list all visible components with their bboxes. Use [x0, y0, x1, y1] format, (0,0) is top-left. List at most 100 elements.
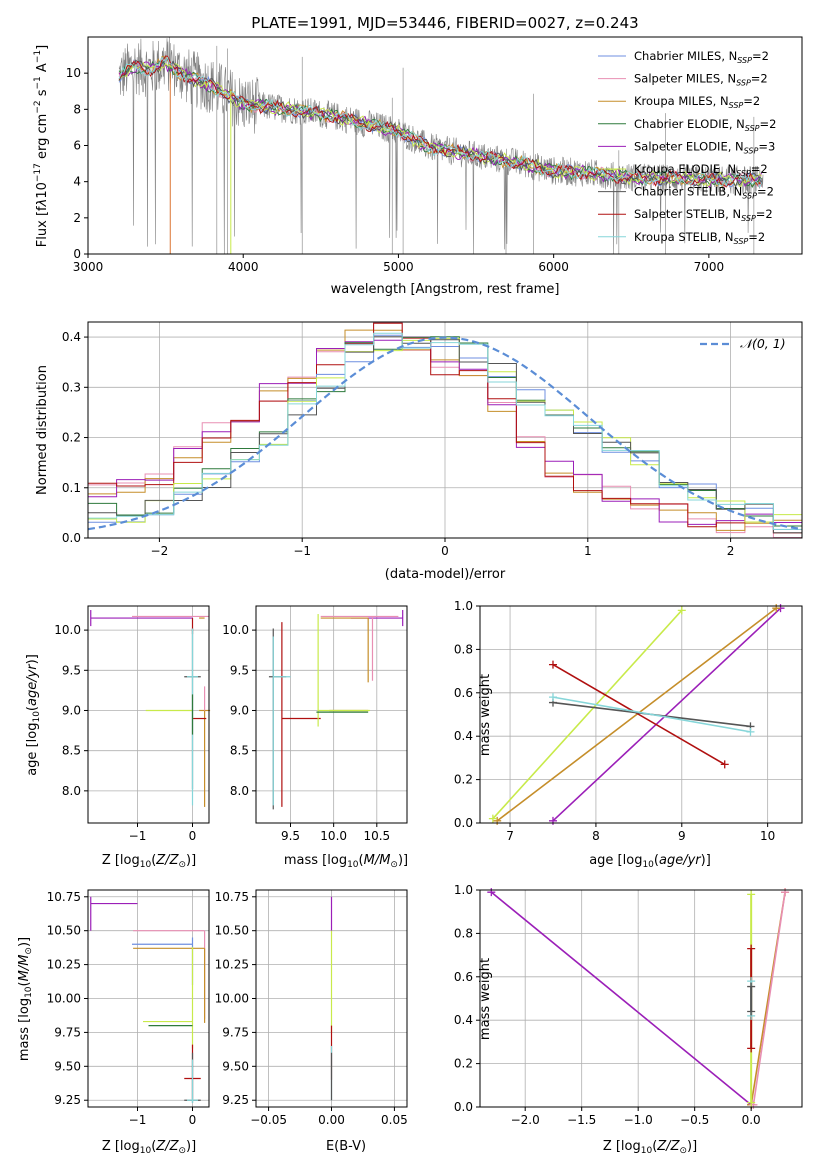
- p8-axes-frame: [479, 889, 803, 1108]
- p8-y-label: mass weight: [478, 958, 493, 1040]
- age-vs-z-panel: −1 0 8.0 8.5 9.0 9.5 10.0: [54, 605, 211, 843]
- legend-label-5: Salpeter ELODIE, NSSP=3: [634, 139, 775, 155]
- residual-ytick-label: 0.3: [62, 380, 81, 394]
- p5-marker: [746, 727, 755, 736]
- p4-axes-frame: [255, 605, 408, 824]
- p4-data: [268, 610, 404, 810]
- p8-marker: [747, 1098, 756, 1107]
- residual-y-label: Normed distribution: [35, 365, 50, 495]
- p5-segment-2: [496, 607, 777, 822]
- spectrum-xtick-label: 4000: [228, 260, 259, 274]
- p4-ytick-label: 10.0: [222, 623, 249, 637]
- p5-marker: [720, 760, 729, 769]
- p8-data: [487, 888, 790, 1109]
- p8-marker: [747, 1044, 756, 1053]
- p5-xtick-label: 7: [506, 829, 514, 843]
- model-curve-5: [118, 61, 763, 189]
- p5-segment-3: [492, 609, 683, 820]
- p5-segment-1: [552, 607, 782, 822]
- p8-ytick-label: 0.6: [454, 970, 473, 984]
- residual-hist-8: [87, 322, 802, 538]
- residual-hist-7: [87, 336, 802, 538]
- model-curve-9: [118, 56, 763, 189]
- spectrum-ytick-label: 4: [73, 175, 81, 189]
- p3-xtick-label: 0: [189, 829, 197, 843]
- p5-x-label: age [log10(age/yr)]: [589, 853, 711, 870]
- legend-label-6: Kroupa ELODIE, NSSP=2: [634, 162, 768, 178]
- spectrum-ytick-label: 6: [73, 139, 81, 153]
- p6-ytick-label: 10.25: [47, 958, 81, 972]
- p5-ytick-label: 0.0: [454, 816, 473, 830]
- mass-vs-ebv-panel: −0.05 0.00 0.05 9.25 9.50 9.75 10.00 10.25 10.50…: [215, 889, 408, 1127]
- p7-xtick-label: −0.05: [250, 1113, 287, 1127]
- p3-ytick-label: 8.0: [62, 784, 81, 798]
- legend-label-3: Kroupa MILES, NSSP=2: [634, 94, 760, 110]
- residual-ytick-label: 0.2: [62, 431, 81, 445]
- p8-marker: [747, 890, 756, 899]
- normal-legend-label: 𝒩(0, 1): [740, 336, 786, 351]
- p6-ytick-label: 9.75: [54, 1025, 81, 1039]
- mass-vs-z-panel: −1 0 9.25 9.50 9.75 10.00 10.25 10.50 10.75: [47, 889, 210, 1127]
- p3-ytick-label: 10.0: [54, 623, 81, 637]
- residual-ytick-label: 0.4: [62, 330, 81, 344]
- p4-ytick-label: 9.0: [230, 703, 249, 717]
- p4-ytick-label: 8.5: [230, 744, 249, 758]
- p7-xtick-label: 0.05: [381, 1113, 408, 1127]
- p5-ytick-label: 0.4: [454, 729, 473, 743]
- p8-ytick-label: 0.2: [454, 1057, 473, 1071]
- spectrum-ytick-label: 0: [73, 247, 81, 261]
- p8-xtick-label: −0.5: [680, 1113, 709, 1127]
- p3-data: [90, 610, 211, 807]
- p5-ytick-label: 0.8: [454, 642, 473, 656]
- p5-ytick-label: 1.0: [454, 599, 473, 613]
- residual-ytick-label: 0.0: [62, 531, 81, 545]
- p5-marker: [488, 814, 497, 823]
- p8-segment-3: [752, 892, 786, 1105]
- p7-xtick-label: 0.00: [318, 1113, 345, 1127]
- p5-xtick-label: 10: [760, 829, 775, 843]
- p6-ytick-label: 10.75: [47, 890, 81, 904]
- p7-ytick-label: 9.75: [222, 1025, 249, 1039]
- p5-data: [488, 604, 785, 825]
- p4-x-label: mass [log10(M/M⊙)]: [284, 853, 408, 870]
- p8-ytick-label: 0.4: [454, 1013, 473, 1027]
- p8-xtick-label: −1.5: [567, 1113, 596, 1127]
- p6-ytick-label: 9.25: [54, 1093, 81, 1107]
- p8-xtick-label: −2.0: [511, 1113, 540, 1127]
- spectrum-ytick-label: 8: [73, 102, 81, 116]
- spectrum-xtick-label: 5000: [383, 260, 414, 274]
- p5-ytick-label: 0.6: [454, 686, 473, 700]
- p6-xtick-label: −1: [129, 1113, 147, 1127]
- model-curve-8: [118, 55, 762, 188]
- legend-label-7: Chabrier STELIB, NSSP=2: [634, 185, 774, 201]
- residual-xtick-label: −1: [293, 544, 311, 558]
- legend-label-8: Salpeter STELIB, NSSP=2: [634, 207, 773, 223]
- p8-ytick-label: 0.0: [454, 1100, 473, 1114]
- spectrum-xtick-label: 6000: [538, 260, 569, 274]
- age-vs-mass-panel: 9.5 10.0 10.5 8.0 8.5 9.0 9.5 10.0: [222, 605, 408, 843]
- p4-xtick-label: 10.0: [320, 829, 347, 843]
- p8-xtick-label: 0.0: [742, 1113, 761, 1127]
- p6-y-label: mass [log10(M/M⊙)]: [17, 937, 34, 1061]
- spectrum-ytick-label: 2: [73, 211, 81, 225]
- p4-xtick-label: 10.5: [363, 829, 390, 843]
- weight-vs-z-panel: −2.0 −1.5 −1.0 −0.5 0.0 0.0 0.2 0.4 0.6 0.8 1.0: [454, 883, 803, 1127]
- spectrum-xtick-label: 3000: [73, 260, 104, 274]
- p8-marker: [747, 944, 756, 953]
- p3-ytick-label: 9.0: [62, 703, 81, 717]
- p3-x-label: Z [log10(Z/Z⊙)]: [102, 853, 196, 870]
- p6-ytick-label: 10.50: [47, 924, 81, 938]
- p5-ytick-label: 0.2: [454, 773, 473, 787]
- legend-label-1: Chabrier MILES, NSSP=2: [634, 49, 769, 65]
- p7-ytick-label: 10.50: [215, 924, 249, 938]
- p6-ytick-label: 9.50: [54, 1059, 81, 1073]
- residual-xtick-label: 1: [584, 544, 592, 558]
- p6-ytick-label: 10.00: [47, 992, 81, 1006]
- spectrum-legend: Chabrier MILES, NSSP=2 Salpeter MILES, NS…: [598, 49, 776, 246]
- p3-xtick-label: −1: [129, 829, 147, 843]
- spectrum-y-label: Flux [fλ10−17 erg cm−2 s−1 A−1]: [33, 45, 50, 247]
- legend-label-9: Kroupa STELIB, NSSP=2: [634, 230, 765, 246]
- p5-segment-4: [552, 663, 726, 766]
- chart-title: PLATE=1991, MJD=53446, FIBERID=0027, z=0…: [251, 14, 638, 32]
